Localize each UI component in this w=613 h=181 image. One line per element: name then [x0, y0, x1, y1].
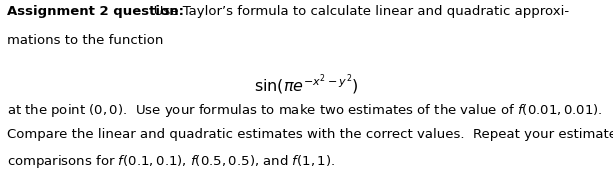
Text: Use Taylor’s formula to calculate linear and quadratic approxi-: Use Taylor’s formula to calculate linear…: [141, 5, 569, 18]
Text: Assignment 2 question:: Assignment 2 question:: [7, 5, 185, 18]
Text: at the point $(0,0)$.  Use your formulas to make two estimates of the value of $: at the point $(0,0)$. Use your formulas …: [7, 102, 603, 119]
Text: Compare the linear and quadratic estimates with the correct values.  Repeat your: Compare the linear and quadratic estimat…: [7, 128, 613, 141]
Text: $\sin(\pi e^{-x^2-y^2})$: $\sin(\pi e^{-x^2-y^2})$: [254, 72, 359, 97]
Text: mations to the function: mations to the function: [7, 34, 164, 47]
Text: comparisons for $f(0.1, 0.1)$, $f(0.5, 0.5)$, and $f(1,1)$.: comparisons for $f(0.1, 0.1)$, $f(0.5, 0…: [7, 153, 335, 170]
